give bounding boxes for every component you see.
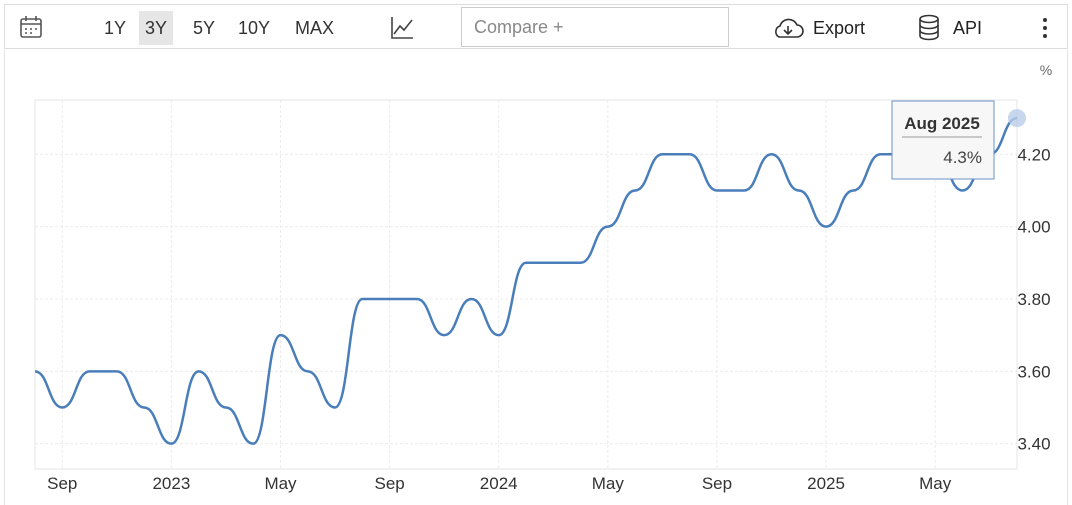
y-tick-label: 3.80 bbox=[1017, 290, 1050, 309]
x-tick-label: Sep bbox=[47, 474, 77, 493]
range-button[interactable]: 5Y bbox=[193, 18, 216, 38]
y-tick-label: 3.40 bbox=[1017, 435, 1050, 454]
toolbar: 1Y 3Y 5Y 10Y MAX Compare + Export API bbox=[4, 4, 1068, 49]
api-icon[interactable] bbox=[917, 14, 941, 42]
range-button[interactable]: 10Y bbox=[238, 18, 271, 38]
plot-frame bbox=[34, 99, 1018, 470]
range-button[interactable]: MAX bbox=[295, 18, 335, 38]
tooltip-box bbox=[891, 100, 995, 180]
x-tick-label: Sep bbox=[702, 474, 732, 493]
x-tick-label: May bbox=[264, 474, 297, 493]
line bbox=[34, 116, 1018, 445]
x-tick-label: May bbox=[592, 474, 625, 493]
tooltip-title: Aug 2025 bbox=[904, 114, 980, 133]
api-button[interactable]: API bbox=[953, 18, 983, 38]
x-tick-label: Sep bbox=[374, 474, 404, 493]
export-button[interactable]: Export bbox=[813, 18, 866, 38]
range-button[interactable]: 1Y bbox=[104, 18, 127, 38]
chart-type-icon[interactable] bbox=[389, 15, 415, 41]
x-tick-label: May bbox=[919, 474, 952, 493]
unit-label: % bbox=[1040, 62, 1052, 78]
y-tick-label: 4.00 bbox=[1017, 218, 1050, 237]
hover-marker bbox=[1008, 109, 1026, 128]
x-tick-label: 2024 bbox=[480, 474, 518, 493]
compare-input[interactable]: Compare + bbox=[461, 7, 729, 47]
y-tick-label: 3.60 bbox=[1017, 362, 1050, 381]
chart: % Sep 2023 May Sep 2024 May Sep 2025 May 3.40 3.60… bbox=[4, 50, 1068, 505]
calendar-icon[interactable] bbox=[19, 15, 45, 41]
y-tick-label: 4.20 bbox=[1017, 145, 1050, 164]
x-tick-label: 2023 bbox=[152, 474, 190, 493]
x-tick-label: 2025 bbox=[807, 474, 845, 493]
export-icon[interactable] bbox=[771, 17, 805, 41]
tooltip-value: 4.3% bbox=[943, 148, 982, 167]
tooltip: Aug 2025 4.3% bbox=[891, 100, 995, 180]
more-menu[interactable] bbox=[1039, 15, 1051, 41]
range-button[interactable]: 3Y bbox=[139, 11, 174, 45]
